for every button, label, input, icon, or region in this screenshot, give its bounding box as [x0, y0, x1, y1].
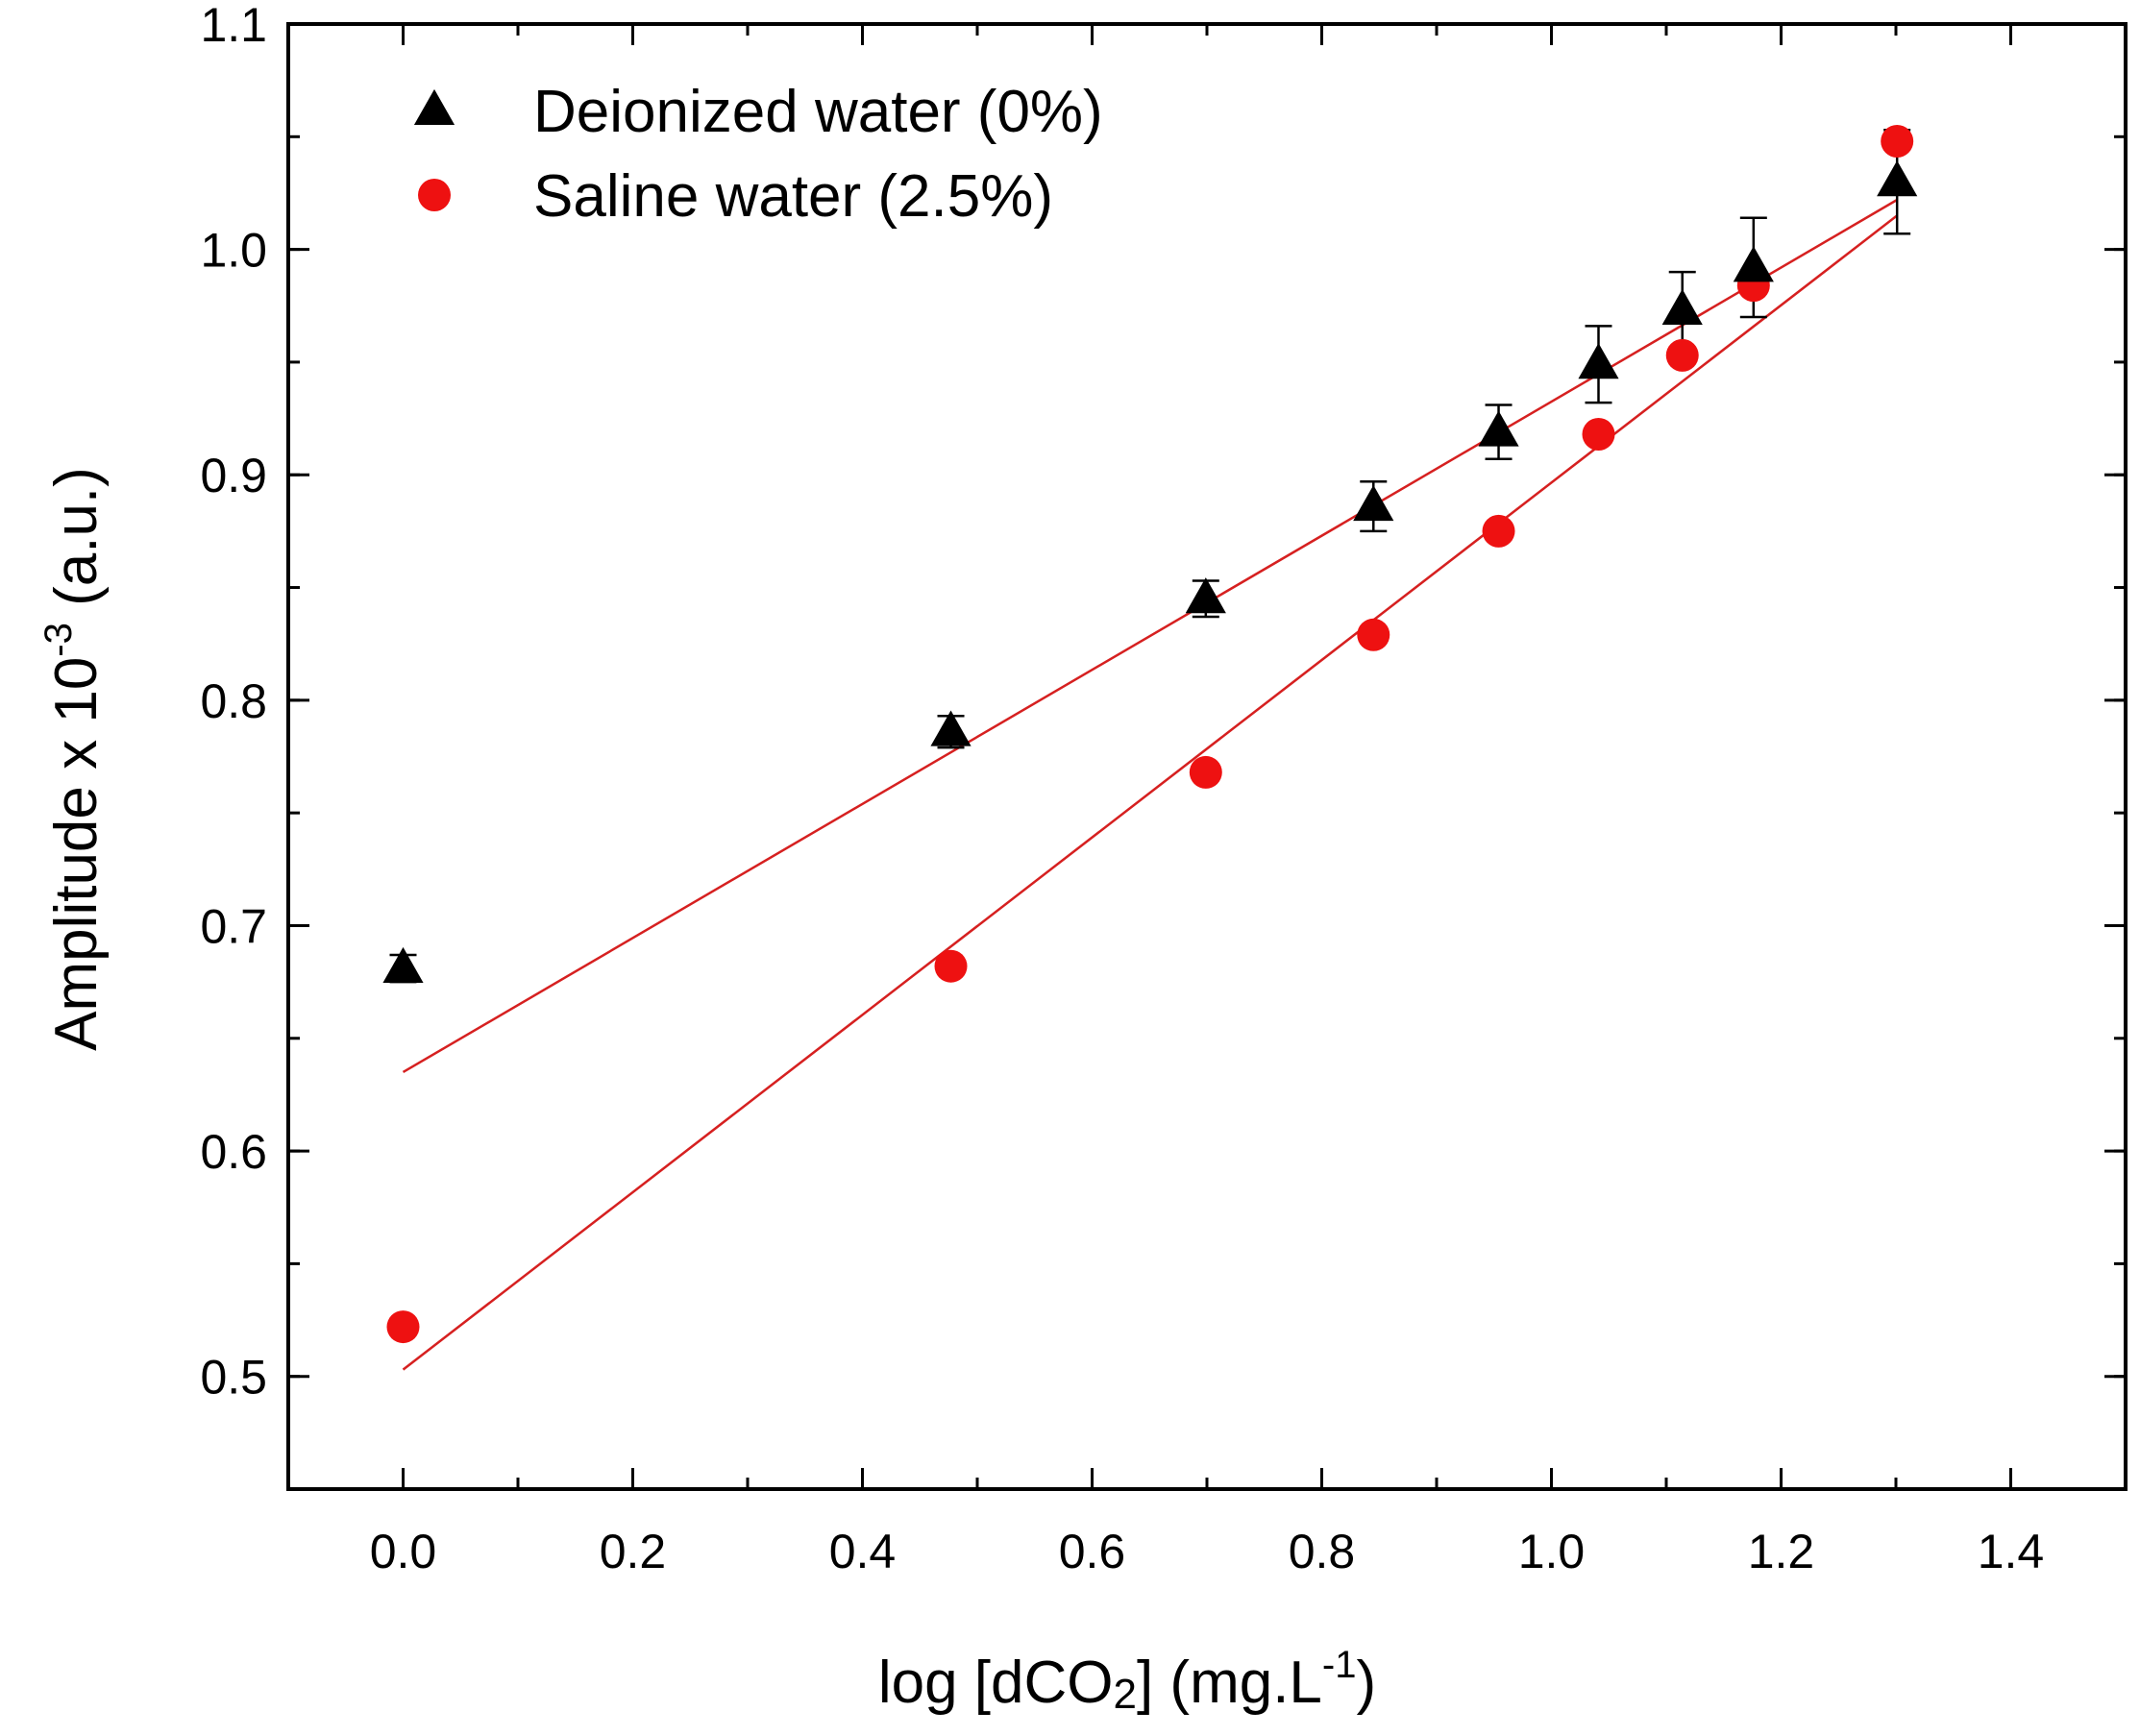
saline-point: [386, 1310, 420, 1344]
y-tick-label: 0.9: [200, 449, 267, 502]
saline-point: [1357, 618, 1390, 651]
fit-line: [402, 214, 1898, 1371]
x-axis-title: log [dCO2] (mg.L-1): [878, 1644, 1376, 1718]
deionized-point: [1733, 246, 1774, 282]
x-tick-label: 1.4: [1978, 1525, 2045, 1578]
y-axis-title: Amplitude x 10-3 (a.u.): [37, 467, 110, 1051]
y-tick-label: 0.6: [200, 1125, 267, 1179]
y-tick-label: 1.0: [200, 224, 267, 278]
deionized-point: [930, 710, 972, 746]
legend-label: Deionized water (0%): [533, 79, 1103, 145]
saline-point: [1881, 125, 1914, 158]
y-tick-label: 0.5: [200, 1351, 267, 1405]
x-tick-label: 0.8: [1289, 1525, 1356, 1578]
x-axis-ticks: 0.0 0.2 0.4 0.6 0.8 1.0 1.2 1.4: [286, 24, 2128, 1578]
x-tick-label: 0.0: [370, 1525, 437, 1578]
data-points: [382, 125, 1918, 1344]
x-tick-label: 0.4: [829, 1525, 897, 1578]
legend-triangle-icon: [413, 88, 455, 125]
legend-circle-icon: [418, 179, 451, 211]
deionized-point: [1478, 410, 1519, 447]
saline-point: [1665, 338, 1699, 372]
error-bars: [389, 129, 1911, 984]
y-axis-ticks: 0.5 0.6 0.7 0.8 0.9 1.0 1.1: [200, 0, 2126, 1491]
legend-label: Saline water (2.5%): [533, 163, 1053, 230]
y-tick-label: 0.8: [200, 674, 267, 728]
deionized-point: [1578, 343, 1619, 379]
x-tick-label: 0.2: [600, 1525, 667, 1578]
y-tick-label: 1.1: [200, 0, 267, 52]
deionized-point: [382, 946, 424, 984]
deionized-point: [1185, 577, 1226, 614]
saline-point: [1482, 514, 1515, 548]
saline-point: [1582, 418, 1615, 451]
fit-line: [402, 198, 1898, 1074]
x-tick-label: 0.6: [1059, 1525, 1126, 1578]
deionized-point: [1877, 160, 1918, 197]
x-tick-label: 1.2: [1748, 1525, 1815, 1578]
saline-point: [934, 949, 968, 983]
y-tick-label: 0.7: [200, 899, 267, 953]
x-tick-label: 1.0: [1518, 1525, 1586, 1578]
deionized-point: [1353, 484, 1394, 522]
legend: Deionized water (0%) Saline water (2.5%): [413, 79, 1103, 230]
saline-point: [1189, 755, 1222, 789]
fit-lines: [402, 198, 1898, 1371]
deionized-point: [1661, 288, 1703, 325]
